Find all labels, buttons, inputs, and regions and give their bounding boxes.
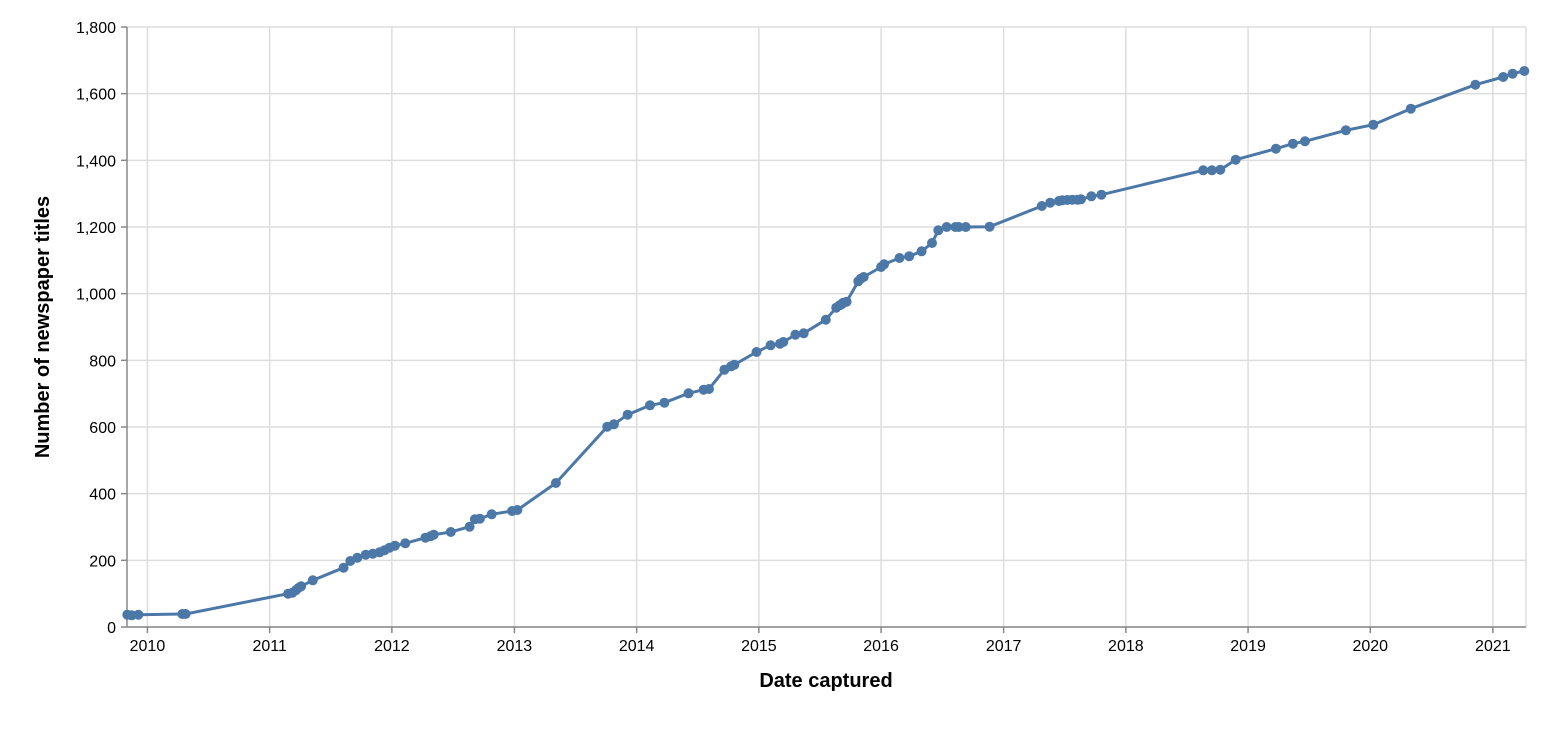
- x-tick-label: 2011: [252, 638, 287, 655]
- data-point[interactable]: [683, 388, 694, 399]
- data-point[interactable]: [1086, 191, 1097, 202]
- y-tick-label: 1,800: [76, 20, 116, 37]
- x-tick-label: 2017: [986, 638, 1022, 655]
- y-tick-label: 0: [107, 620, 116, 637]
- data-point[interactable]: [1470, 79, 1481, 90]
- data-point[interactable]: [984, 221, 995, 232]
- x-tick-label: 2020: [1352, 638, 1388, 655]
- data-point[interactable]: [729, 359, 740, 370]
- data-point[interactable]: [1230, 154, 1241, 165]
- data-point[interactable]: [622, 409, 633, 420]
- data-point[interactable]: [953, 222, 964, 232]
- y-tick-label: 200: [89, 553, 116, 570]
- axes: [126, 27, 1526, 628]
- data-point[interactable]: [645, 400, 655, 411]
- data-point[interactable]: [858, 272, 869, 282]
- x-axis-ticks: 2010 2011 2012 2013 2014 2015 2016 2017 2018 2019…: [130, 627, 1511, 655]
- data-point[interactable]: [916, 246, 927, 257]
- y-tick-label: 1,000: [76, 287, 116, 304]
- data-point[interactable]: [1096, 189, 1107, 200]
- x-tick-label: 2021: [1475, 638, 1511, 655]
- data-point[interactable]: [1519, 66, 1530, 76]
- data-point[interactable]: [798, 328, 809, 339]
- data-point[interactable]: [751, 347, 762, 357]
- data-point[interactable]: [1340, 125, 1351, 136]
- x-tick-label: 2014: [619, 638, 655, 655]
- x-tick-label: 2015: [741, 638, 777, 655]
- data-point[interactable]: [778, 337, 789, 347]
- y-tick-label: 600: [89, 420, 116, 437]
- data-point[interactable]: [1368, 119, 1379, 130]
- y-axis-title: Number of newspaper titles: [32, 196, 54, 458]
- data-point[interactable]: [820, 314, 831, 325]
- y-tick-label: 800: [89, 353, 116, 370]
- data-point[interactable]: [550, 478, 561, 488]
- data-point[interactable]: [879, 259, 890, 270]
- data-point[interactable]: [1405, 103, 1416, 114]
- x-tick-label: 2019: [1230, 638, 1266, 655]
- x-gridlines: [146, 27, 1527, 627]
- data-point[interactable]: [133, 609, 144, 620]
- data-point[interactable]: [765, 340, 776, 351]
- data-point[interactable]: [704, 384, 714, 394]
- data-point[interactable]: [428, 529, 439, 540]
- y-tick-label: 1,400: [76, 153, 116, 170]
- data-point[interactable]: [389, 540, 400, 551]
- data-point[interactable]: [1270, 143, 1281, 154]
- y-tick-label: 400: [89, 487, 116, 504]
- data-point[interactable]: [352, 552, 363, 563]
- data-point[interactable]: [1206, 165, 1217, 176]
- data-point[interactable]: [307, 575, 318, 586]
- x-tick-label: 2013: [497, 638, 533, 655]
- x-axis-title: Date captured: [759, 670, 892, 692]
- data-point[interactable]: [474, 513, 485, 524]
- data-point[interactable]: [464, 521, 475, 532]
- data-point[interactable]: [1300, 136, 1310, 147]
- data-point[interactable]: [180, 609, 191, 619]
- series-line: [127, 69, 1525, 617]
- data-point[interactable]: [841, 296, 852, 307]
- data-point[interactable]: [1287, 138, 1298, 149]
- y-axis-ticks: 0 200 400 600 800 1,000 1,200 1,400 1,600 1,800: [76, 20, 127, 637]
- data-point[interactable]: [894, 253, 905, 263]
- data-point[interactable]: [296, 581, 307, 592]
- data-point[interactable]: [941, 222, 952, 232]
- data-point[interactable]: [1198, 165, 1209, 176]
- data-point[interactable]: [1498, 72, 1509, 82]
- data-point[interactable]: [512, 505, 523, 515]
- y-tick-label: 1,200: [76, 220, 116, 237]
- data-point[interactable]: [1036, 201, 1047, 211]
- data-point[interactable]: [1215, 164, 1226, 175]
- data-point[interactable]: [400, 538, 411, 549]
- data-point[interactable]: [904, 251, 915, 262]
- data-point[interactable]: [927, 238, 937, 248]
- x-tick-label: 2018: [1108, 638, 1144, 655]
- data-point[interactable]: [338, 562, 349, 573]
- data-point[interactable]: [486, 509, 497, 520]
- y-gridlines: [127, 26, 1526, 628]
- data-point[interactable]: [445, 527, 456, 537]
- data-point[interactable]: [790, 329, 801, 340]
- data-point[interactable]: [608, 419, 619, 430]
- data-point[interactable]: [933, 225, 944, 236]
- data-point[interactable]: [960, 222, 971, 232]
- x-tick-label: 2016: [863, 638, 899, 655]
- x-tick-label: 2012: [374, 638, 410, 655]
- x-tick-label: 2010: [130, 638, 166, 655]
- series-group: [122, 66, 1530, 621]
- data-point[interactable]: [1045, 197, 1056, 208]
- y-tick-label: 1,600: [76, 87, 116, 104]
- data-point[interactable]: [1507, 68, 1518, 79]
- data-point[interactable]: [659, 397, 670, 408]
- data-point[interactable]: [1076, 194, 1086, 205]
